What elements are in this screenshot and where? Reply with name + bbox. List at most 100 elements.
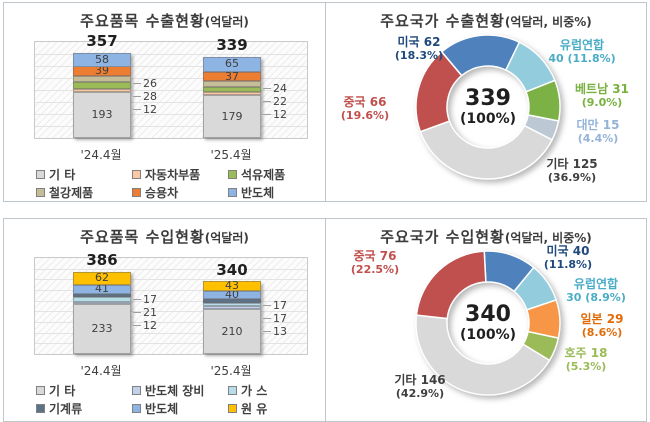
callout-leader-line [133, 96, 141, 97]
chart-title-text: 주요국가 수출현황 [380, 12, 505, 30]
stacked-bar: 210 40 43 [203, 280, 261, 354]
total-label: 357 [86, 31, 118, 50]
donut-center-label: 340 (100%) [460, 302, 516, 344]
bar-segment [203, 92, 261, 95]
category-label: '24.4월 [80, 364, 122, 378]
callout-leader-line [263, 318, 271, 319]
donut-slice-label-name: 중국 76 [353, 249, 397, 263]
callout-value-label: 26 [143, 77, 157, 90]
donut-chart [415, 250, 561, 396]
chart-title: 주요품목 수입현황(억달러) [4, 226, 325, 247]
legend-item: 기계류 [36, 400, 82, 417]
donut-slice [419, 120, 554, 180]
donut-slice-label: 베트남 31 (9.0%) [575, 82, 629, 110]
legend-swatch [36, 170, 45, 179]
gridline [35, 332, 307, 334]
donut-slice-label-percent: (4.4%) [577, 132, 619, 145]
callout-value-label: 13 [273, 325, 287, 338]
donut-slice-label-percent: (8.6%) [581, 326, 623, 339]
gridline [35, 300, 307, 302]
trade-dashboard: 주요품목 수출현황(억달러) 193 39 58 357 26 28 12 179 37 65 33… [3, 2, 647, 422]
donut-slice-label: 기타 146 (42.9%) [394, 373, 445, 401]
gridline [35, 343, 307, 345]
donut-center-value: 339 [465, 86, 511, 111]
legend-swatch [228, 188, 237, 197]
donut-center-value: 340 [465, 302, 511, 327]
bar-segment [203, 306, 261, 310]
gridline [35, 311, 307, 313]
legend-label: 기 타 [49, 168, 76, 182]
donut-slice-label-name: 미국 62 [397, 35, 441, 49]
bar-segment [73, 75, 131, 83]
legend-item: 반도체 [132, 400, 178, 417]
legend-item: 승용차 [132, 184, 178, 201]
donut-slice-label-percent: (19.6%) [340, 109, 390, 122]
gridline [35, 54, 307, 55]
legend-item: 석유제품 [228, 166, 285, 183]
stacked-bar: 193 39 58 [73, 52, 131, 138]
donut-slice-label-name: 베트남 31 [575, 82, 629, 96]
donut-slice-label-percent: (36.9%) [547, 171, 597, 184]
legend-item: 자동차부품 [132, 166, 200, 183]
donut-chart [415, 34, 561, 180]
category-label: '25.4월 [210, 364, 252, 378]
callout-value-label: 12 [273, 108, 287, 121]
total-label: 386 [86, 250, 118, 269]
category-label: '24.4월 [80, 148, 122, 162]
legend-swatch [228, 170, 237, 179]
callout-value-label: 22 [273, 95, 287, 108]
bar-segment-labeled: 39 [73, 65, 131, 76]
callout-value-label: 21 [143, 306, 157, 320]
donut-slice-label-name: 미국 40 [546, 244, 590, 258]
callout-value-label: 24 [273, 82, 287, 95]
bar-segment-labeled: 40 [203, 289, 261, 300]
donut-slice-label-name: 유럽연합 [559, 38, 605, 52]
gridline [35, 114, 307, 115]
donut-slice-label-percent: 40 (11.8%) [548, 52, 616, 65]
callout-leader-line [263, 101, 271, 102]
legend-label: 승용차 [145, 186, 179, 200]
legend-item: 가 스 [228, 382, 267, 399]
donut-slice-label-percent: (22.5%) [350, 263, 400, 276]
bar-segment [73, 297, 131, 302]
gridline [35, 126, 307, 127]
legend-label: 기 타 [49, 384, 76, 398]
import-panel-group: 주요품목 수입현황(억달러) 233 41 62 386 17 21 12 210 40 43 34… [3, 218, 647, 422]
donut-slice-label: 미국 40 (11.8%) [544, 244, 592, 272]
callout-leader-line [133, 83, 141, 84]
donut-slice-label-percent: (18.3%) [394, 49, 444, 62]
legend-label: 반도체 [145, 402, 179, 416]
bar-segment-labeled: 41 [73, 283, 131, 294]
gridline [35, 78, 307, 79]
chart-title-unit: (억달러) [204, 15, 249, 29]
callout-leader-line [133, 312, 141, 314]
legend-label: 기계류 [49, 402, 83, 416]
legend-swatch [228, 386, 237, 395]
chart-title-text: 주요품목 수출현황 [80, 12, 205, 30]
bar-segment [203, 81, 261, 87]
donut-slice-label: 중국 66 (19.6%) [341, 95, 389, 123]
callout-value-label: 28 [143, 90, 157, 103]
legend-label: 반도체 [241, 186, 275, 200]
callout-leader-line [133, 299, 141, 301]
chart-title-unit: (억달러) [204, 231, 249, 245]
legend-label: 석유제품 [241, 168, 286, 182]
category-label: '25.4월 [210, 148, 252, 162]
bar-segment-labeled: 62 [73, 271, 131, 285]
bar-segment-labeled: 37 [203, 71, 261, 82]
donut-slice-label: 기타 125 (36.9%) [546, 157, 597, 185]
bar-segment [203, 86, 261, 93]
export-panel-group: 주요품목 수출현황(억달러) 193 39 58 357 26 28 12 179 37 65 33… [3, 2, 647, 202]
legend-item: 반도체 [228, 184, 274, 201]
bar-segment [203, 299, 261, 303]
bar-segment-labeled: 65 [203, 56, 261, 73]
bar-segment [73, 301, 131, 305]
chart-title-unit: (억달러, 비중%) [504, 15, 592, 29]
bar-segment [73, 293, 131, 298]
legend-swatch [36, 386, 45, 395]
donut-slice-label-name: 기타 146 [394, 373, 446, 387]
donut-slice-label-percent: (5.3%) [565, 360, 607, 373]
total-label: 339 [216, 35, 248, 54]
panel-export-items-chart: 주요품목 수출현황(억달러) 193 39 58 357 26 28 12 179 37 65 33… [4, 3, 325, 201]
legend-swatch [132, 404, 141, 413]
